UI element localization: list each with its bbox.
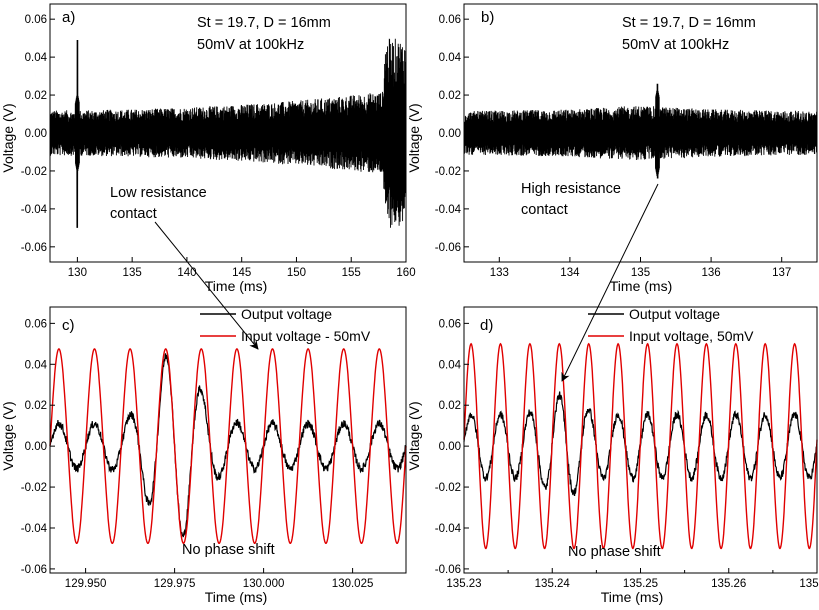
- panel-b-signal-spec: 50mV at 100kHz: [622, 37, 729, 53]
- panel-b-params: St = 19.7, D = 16mm: [622, 15, 756, 31]
- panel-a-xtick-label: 155: [342, 267, 361, 279]
- panel-c-ylabel: Voltage (V): [0, 401, 16, 470]
- panel-b-xtick-label: 135: [631, 267, 650, 279]
- panel-c-frame: [49, 306, 407, 574]
- panel-b-axes: 133 134 135 136 137 0.06 0.04 0.02 0.00 -0.02 -0.0…: [435, 3, 818, 279]
- panel-d-ytick-label: -0.04: [435, 523, 462, 535]
- panel-b-ytick-label: 0.00: [439, 128, 461, 140]
- panel-c-ytick-label: 0.06: [25, 318, 47, 330]
- panel-d-legend-input: Input voltage, 50mV: [629, 328, 754, 344]
- panel-b-ytick-label: -0.02: [435, 166, 461, 178]
- panel-b-annotation-line1: High resistance: [521, 181, 621, 197]
- panel-b-xlabel: Time (ms): [610, 278, 672, 294]
- panel-d-plot: [463, 342, 818, 550]
- panel-b-label: b): [481, 9, 494, 26]
- panel-c-ytick-label: 0.04: [25, 359, 48, 371]
- panel-a-ytick-label: 0.02: [25, 90, 47, 102]
- panel-a-xtick-label: 140: [177, 267, 196, 279]
- panel-c-ytick-label: 0.00: [25, 441, 47, 453]
- panel-a-xtick-label: 160: [396, 267, 415, 279]
- panel-a-series-output-voltage: [49, 38, 407, 228]
- panel-c-ytick-label: 0.02: [25, 400, 47, 412]
- panel-a-signal-spec: 50mV at 100kHz: [197, 37, 304, 53]
- panel-a-params: St = 19.7, D = 16mm: [197, 15, 331, 31]
- panel-d-axes: 135.23 135.24 135.25 135.26 135.27 0.06 0.04 0.…: [435, 306, 819, 590]
- panel-d-ylabel: Voltage (V): [406, 401, 422, 470]
- panel-c-xtick-label: 130.025: [332, 578, 374, 590]
- panel-c-ytick-label: -0.06: [21, 564, 47, 576]
- panel-b-xtick-label: 133: [490, 267, 509, 279]
- panel-d-xtick-label: 135.27: [799, 578, 819, 590]
- panel-a-ytick-label: 0.04: [25, 52, 48, 64]
- panel-c-label: c): [62, 317, 75, 334]
- panel-d-xlabel: Time (ms): [601, 589, 663, 605]
- panel-a-axes: 130 135 140 145 150 155 160 0.06 0.04 0.02 0.00 -0.…: [21, 3, 416, 279]
- panel-c-axes: 129.950 129.975 130.000 130.025 0.06 0.04 0.02…: [21, 306, 407, 590]
- panel-d-ytick-label: 0.04: [439, 359, 462, 371]
- panel-b-xtick-label: 137: [772, 267, 791, 279]
- arrow-a-to-c: [154, 221, 259, 350]
- panel-b-ylabel: Voltage (V): [406, 103, 422, 172]
- panel-a-ytick-label: 0.06: [25, 14, 47, 26]
- panel-d-legend: Output voltage Input voltage, 50mV: [588, 306, 754, 344]
- panel-c-plot: [49, 348, 407, 544]
- panel-c-xlabel: Time (ms): [205, 589, 267, 605]
- panel-c-legend-output: Output voltage: [241, 306, 332, 322]
- panel-c-xtick-label: 130.000: [243, 578, 285, 590]
- panel-b-ytick-label: -0.04: [435, 204, 462, 216]
- panel-d-ytick-label: -0.02: [435, 482, 461, 494]
- panel-b-annotation-line2: contact: [521, 202, 568, 218]
- panel-c: 129.950 129.975 130.000 130.025 0.06 0.04 0.02…: [0, 306, 407, 605]
- panel-c-xtick-label: 129.950: [65, 578, 107, 590]
- panel-d-annotation: No phase shift: [568, 544, 661, 560]
- panel-b-ytick-label: 0.04: [439, 52, 462, 64]
- panel-b-series-output-voltage: [463, 83, 818, 179]
- panel-d-xtick-label: 135.24: [535, 578, 571, 590]
- panel-a-ytick-label: -0.02: [21, 166, 47, 178]
- panel-d-xtick-label: 135.26: [711, 578, 746, 590]
- panel-a-xlabel: Time (ms): [205, 278, 267, 294]
- panel-d-xtick-label: 135.25: [623, 578, 658, 590]
- panel-b-xtick-label: 134: [560, 267, 580, 279]
- arrow-b-to-d: [561, 183, 659, 382]
- panel-d: 135.23 135.24 135.25 135.26 135.27 0.06 0.04 0.…: [406, 306, 819, 605]
- panel-a-label: a): [62, 9, 75, 26]
- panel-a-annotation-line1: Low resistance: [110, 185, 207, 201]
- panel-d-ytick-label: 0.06: [439, 318, 461, 330]
- panel-a-xtick-label: 145: [232, 267, 251, 279]
- panel-d-ytick-label: -0.06: [435, 564, 461, 576]
- panel-c-ytick-label: -0.02: [21, 482, 47, 494]
- panel-b-plot: [463, 83, 818, 179]
- panel-b-ytick-label: -0.06: [435, 242, 461, 254]
- panel-b-ytick-label: 0.02: [439, 90, 461, 102]
- panel-a-ylabel: Voltage (V): [0, 103, 16, 172]
- panel-a-ytick-label: -0.06: [21, 242, 47, 254]
- panel-d-label: d): [480, 317, 493, 334]
- panel-a-xtick-label: 150: [287, 267, 306, 279]
- panel-b: 133 134 135 136 137 0.06 0.04 0.02 0.00 -0.02 -0.0…: [406, 3, 818, 294]
- panel-a: 130 135 140 145 150 155 160 0.06 0.04 0.02 0.00 -0.…: [0, 3, 416, 294]
- panel-b-xtick-label: 136: [702, 267, 721, 279]
- panel-b-ytick-label: 0.06: [439, 14, 461, 26]
- panel-c-annotation: No phase shift: [182, 542, 275, 558]
- panel-c-series-input-voltage-50mv: [49, 348, 407, 544]
- panel-d-legend-output: Output voltage: [629, 306, 720, 322]
- panel-d-series-input-voltage-50mv: [463, 342, 818, 550]
- panel-a-xtick-label: 130: [68, 267, 87, 279]
- panel-c-ytick-label: -0.04: [21, 523, 48, 535]
- panel-d-ytick-label: 0.00: [439, 441, 461, 453]
- panel-d-ytick-label: 0.02: [439, 400, 461, 412]
- panel-d-xtick-label: 135.23: [446, 578, 481, 590]
- panel-c-legend: Output voltage Input voltage - 50mV: [200, 306, 371, 344]
- panel-a-ytick-label: 0.00: [25, 128, 47, 140]
- panel-c-legend-input: Input voltage - 50mV: [241, 328, 371, 344]
- panel-a-ytick-label: -0.04: [21, 204, 48, 216]
- panel-a-annotation-line2: contact: [110, 206, 157, 222]
- panel-c-xtick-label: 129.975: [154, 578, 196, 590]
- panel-a-plot: [49, 38, 407, 228]
- panel-a-xtick-label: 135: [123, 267, 142, 279]
